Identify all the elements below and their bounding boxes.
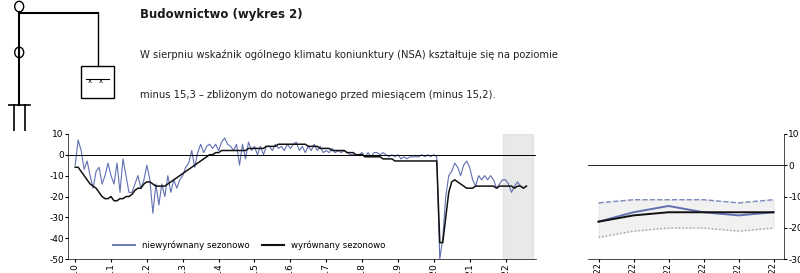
Text: x: x <box>98 78 103 84</box>
Text: Budownictwo (wykres 2): Budownictwo (wykres 2) <box>140 8 302 21</box>
Bar <box>502 134 533 259</box>
Text: x: x <box>87 78 92 84</box>
FancyBboxPatch shape <box>81 66 114 98</box>
Legend: niewyrównany sezonowo, wyrównany sezonowo: niewyrównany sezonowo, wyrównany sezonow… <box>110 238 388 254</box>
Text: minus 15,3 – zbliżonym do notowanego przed miesiącem (minus 15,2).: minus 15,3 – zbliżonym do notowanego prz… <box>140 90 496 100</box>
Text: W sierpniu wskaźnik ogólnego klimatu koniunktury (NSA) kształtuje się na poziomi: W sierpniu wskaźnik ogólnego klimatu kon… <box>140 49 558 60</box>
